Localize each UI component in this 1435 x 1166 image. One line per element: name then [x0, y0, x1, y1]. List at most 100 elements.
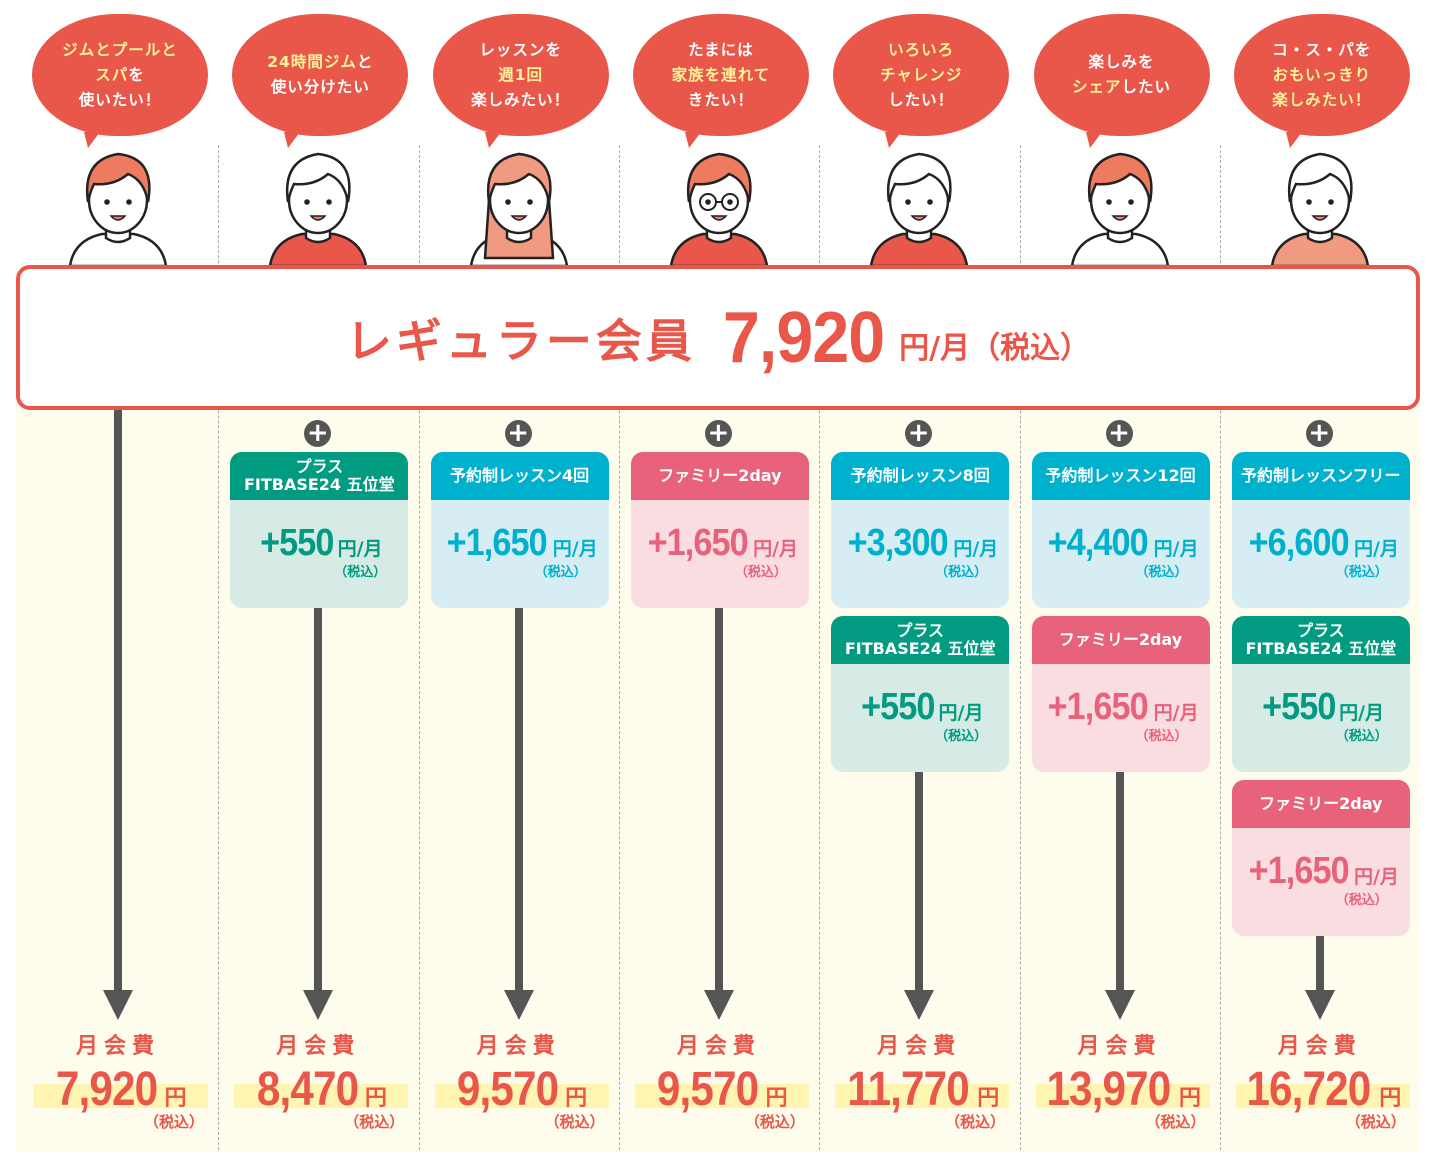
monthly-fee-price: 11,770 円	[819, 1062, 1019, 1117]
monthly-fee-amount: 8,470	[256, 1063, 359, 1116]
addon-tax-label: （税込）	[935, 565, 988, 580]
addon-price: +1,650 円/月	[1232, 850, 1410, 893]
plus-circle-icon: +	[1105, 420, 1133, 447]
addon-card: プラス FITBASE24 五位堂 +550 円/月 （税込）	[1231, 616, 1410, 772]
addon-card: ファミリー2day +1,650 円/月 （税込）	[630, 452, 809, 608]
addon-amount: +1,650	[647, 522, 748, 564]
addon-title: プラス FITBASE24 五位堂	[230, 452, 409, 500]
bubble-text: レッスンを	[479, 40, 562, 59]
monthly-fee-unit: 円	[977, 1086, 1000, 1111]
addon-unit: 円/月	[552, 538, 598, 560]
arrow-shaft	[314, 608, 323, 992]
bubble-line: いろいろ	[888, 38, 954, 63]
addon-unit: 円/月	[938, 702, 984, 724]
addon-price: +550 円/月	[1232, 686, 1410, 729]
addon-tax-label: （税込）	[935, 729, 988, 744]
arrow-shaft	[1315, 936, 1324, 992]
addon-title: 予約制レッスン4回	[430, 452, 609, 500]
addon-title-line: ファミリー2day	[1058, 630, 1183, 649]
monthly-fee-amount: 9,570	[657, 1063, 759, 1116]
addon-title-line: FITBASE24 五位堂	[1245, 639, 1397, 658]
addon-price: +1,650 円/月	[431, 522, 609, 565]
column-divider	[1219, 145, 1221, 1150]
person-illustration-icon	[258, 140, 378, 268]
addon-card: ファミリー2day +1,650 円/月 （税込）	[1231, 780, 1410, 936]
addon-unit: 円/月	[953, 538, 999, 560]
addon-title-line: 予約制レッスンフリー	[1241, 466, 1401, 485]
column-divider	[618, 145, 620, 1150]
monthly-fee-total: 月会費 11,770 円 （税込）	[819, 1028, 1019, 1132]
monthly-fee-tax-label: （税込）	[544, 1113, 605, 1131]
monthly-fee-amount: 7,920	[56, 1063, 158, 1116]
bubble-line: 使い分けたい	[271, 75, 370, 100]
addon-card: 予約制レッスン4回 +1,650 円/月 （税込）	[430, 452, 609, 608]
arrow-down-icon	[703, 990, 734, 1020]
bubble-text: 使い分けたい	[270, 78, 370, 96]
addon-card: ファミリー2day +1,650 円/月 （税込）	[1031, 616, 1210, 772]
addon-title-line: FITBASE24 五位堂	[243, 475, 395, 494]
column-divider	[418, 145, 420, 1150]
arrow-down-icon	[303, 990, 334, 1020]
monthly-fee-total: 月会費 8,470 円（税込）	[218, 1028, 418, 1132]
monthly-fee-unit: 円	[565, 1086, 588, 1111]
regular-membership-banner: レギュラー会員 7,920 円/月（税込）	[16, 265, 1420, 410]
monthly-fee-price: 7,920 円	[18, 1062, 218, 1117]
addon-title: 予約制レッスン8回	[831, 452, 1010, 500]
price-highlight	[434, 1084, 609, 1108]
addon-price: +3,300 円/月	[831, 522, 1009, 565]
plan-column: コ・ス・パを おもいっきり 楽しみたい！ + 予約制レッスンフリー +6,600 円/月 （税…	[1220, 0, 1420, 1166]
bubble-text: 楽しみたい！	[471, 90, 571, 109]
monthly-fee-unit: 円	[164, 1086, 187, 1111]
addon-amount: +3,300	[847, 522, 949, 564]
addon-title: プラス FITBASE24 五位堂	[831, 616, 1010, 664]
bubble-text: と	[356, 53, 374, 71]
price-highlight	[234, 1084, 409, 1108]
monthly-fee-price: 9,570 円	[419, 1062, 619, 1117]
price-highlight	[34, 1084, 208, 1108]
monthly-fee-tax-label: （税込）	[945, 1113, 1006, 1131]
monthly-fee-tax-label: （税込）	[1345, 1113, 1406, 1131]
bubble-text: 週1回	[498, 65, 543, 84]
bubble-text: チャレンジ	[880, 65, 963, 84]
bubble-line: コ・ス・パを	[1272, 38, 1371, 63]
plus-circle-icon: +	[1305, 420, 1333, 447]
addon-price: +550 円/月	[831, 686, 1009, 729]
addon-card: 予約制レッスン8回 +3,300 円/月 （税込）	[831, 452, 1010, 608]
bubble-text: 使いたい！	[78, 90, 162, 109]
addon-price: +1,650 円/月	[631, 522, 809, 565]
monthly-fee-price: 16,720 円	[1220, 1062, 1420, 1117]
bubble-line: 楽しみたい！	[1272, 88, 1371, 113]
bubble-line: きたい！	[688, 88, 754, 113]
person-illustration-icon	[459, 140, 579, 268]
price-highlight	[1035, 1084, 1210, 1108]
bubble-line: したい！	[888, 88, 954, 113]
addon-card: プラス FITBASE24 五位堂 +550 円/月 （税込）	[831, 616, 1010, 772]
speech-bubble: いろいろチャレンジしたい！	[833, 14, 1010, 148]
bubble-text: スパ	[95, 65, 129, 84]
addon-unit: 円/月	[1153, 702, 1199, 724]
addon-title-line: プラス	[1296, 621, 1345, 640]
addon-title-line: ファミリー2day	[1259, 794, 1383, 813]
banner-label: レギュラー会員	[345, 313, 696, 368]
bubble-text: きたい！	[687, 90, 754, 109]
addon-tax-label: （税込）	[734, 565, 787, 580]
bubble-line: 楽しみを	[1088, 50, 1154, 75]
monthly-fee-tax-label: （税込）	[1145, 1113, 1206, 1131]
person-illustration-icon	[859, 140, 979, 268]
bubble-line: 使いたい！	[79, 88, 162, 113]
addon-amount: +4,400	[1047, 522, 1149, 564]
price-highlight	[1235, 1084, 1410, 1108]
plus-circle-icon: +	[704, 420, 732, 447]
monthly-fee-price: 8,470 円	[218, 1062, 418, 1117]
arrow-down-icon	[1104, 990, 1135, 1020]
addon-title: ファミリー2day	[1231, 780, 1410, 828]
addon-title: ファミリー2day	[630, 452, 809, 500]
bubble-line: 週1回	[498, 63, 543, 88]
column-divider	[218, 145, 220, 1150]
speech-bubble: たまには 家族を連れて きたい！	[632, 14, 809, 148]
monthly-fee-unit: 円	[765, 1086, 788, 1111]
monthly-fee-price: 13,970 円	[1020, 1062, 1220, 1117]
monthly-fee-tax-label: （税込）	[344, 1113, 405, 1131]
addon-amount: +550	[1261, 686, 1336, 728]
bubble-line: たまには	[688, 38, 754, 63]
